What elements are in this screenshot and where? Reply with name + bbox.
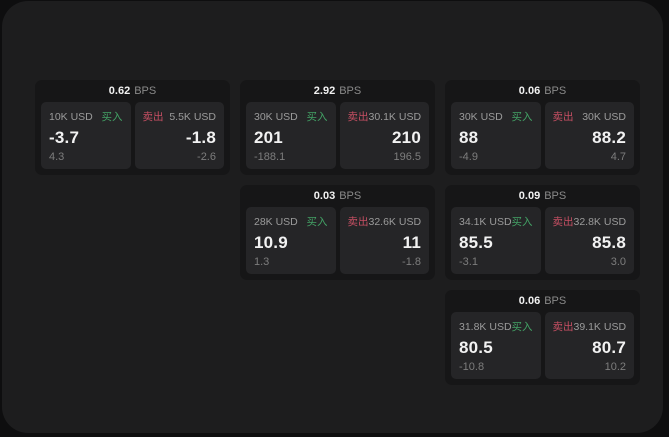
quote-body: 10K USD 买入 -3.7 4.3 卖出 5.5K USD -1.8 -2.… [35, 102, 230, 175]
bps-value: 0.09 [518, 190, 541, 202]
buy-delta: -10.8 [459, 361, 485, 373]
sell-delta: 4.7 [610, 151, 626, 163]
buy-amount: 28K USD [254, 215, 298, 228]
buy-delta: 4.3 [49, 151, 65, 163]
bps-unit: BPS [339, 190, 362, 202]
quote-body: 31.8K USD 买入 80.5 -10.8 卖出 39.1K USD 80.… [445, 312, 640, 385]
quote-grid: 0.62 BPS 10K USD 买入 -3.7 4.3 卖出 5.5K USD [35, 80, 640, 385]
buy-amount: 10K USD [49, 110, 93, 123]
buy-delta: -4.9 [459, 151, 478, 163]
sell-price: -1.8 [185, 128, 216, 147]
sell-panel[interactable]: 卖出 32.6K USD 11 -1.8 [339, 207, 429, 274]
sell-delta: 196.5 [393, 151, 421, 163]
bps-value: 2.92 [313, 85, 336, 97]
bps-value: 0.06 [518, 295, 541, 307]
buy-delta: -188.1 [254, 151, 286, 163]
buy-panel[interactable]: 28K USD 买入 10.9 1.3 [246, 207, 336, 274]
sell-side-label: 卖出 [347, 111, 369, 123]
bps-header: 0.06 BPS [445, 80, 640, 102]
sell-side-label: 卖出 [552, 321, 574, 333]
quote-body: 34.1K USD 买入 85.5 -3.1 卖出 32.8K USD 85.8… [445, 207, 640, 280]
buy-panel[interactable]: 30K USD 买入 201 -188.1 [246, 102, 336, 169]
bps-header: 0.03 BPS [240, 185, 435, 207]
sell-side-label: 卖出 [552, 111, 574, 123]
quote-body: 30K USD 买入 201 -188.1 卖出 30.1K USD 210 1… [240, 102, 435, 175]
sell-panel[interactable]: 卖出 39.1K USD 80.7 10.2 [544, 312, 634, 379]
sell-side-label: 卖出 [552, 216, 574, 228]
sell-amount: 32.6K USD [368, 215, 422, 228]
buy-delta: 1.3 [254, 256, 270, 268]
sell-delta: 10.2 [604, 361, 626, 373]
sell-panel[interactable]: 卖出 32.8K USD 85.8 3.0 [544, 207, 634, 274]
buy-side-label: 买入 [101, 111, 123, 123]
bps-value: 0.06 [518, 85, 541, 97]
sell-price: 85.8 [592, 233, 626, 252]
sell-side-label: 卖出 [142, 111, 164, 123]
buy-amount: 31.8K USD [459, 320, 512, 333]
buy-amount: 30K USD [459, 110, 503, 123]
quote-card: 0.09 BPS 34.1K USD 买入 85.5 -3.1 卖出 32.8K… [445, 185, 640, 280]
buy-panel[interactable]: 34.1K USD 买入 85.5 -3.1 [451, 207, 541, 274]
buy-price: 88 [459, 128, 479, 147]
bps-header: 0.06 BPS [445, 290, 640, 312]
sell-price: 88.2 [592, 128, 626, 147]
bps-value: 0.62 [108, 85, 131, 97]
buy-panel[interactable]: 10K USD 买入 -3.7 4.3 [41, 102, 131, 169]
buy-side-label: 买入 [306, 111, 328, 123]
buy-price: 10.9 [254, 233, 288, 252]
buy-delta: -3.1 [459, 256, 478, 268]
sell-amount: 30.1K USD [368, 110, 422, 123]
buy-amount: 30K USD [254, 110, 298, 123]
sell-panel[interactable]: 卖出 30K USD 88.2 4.7 [544, 102, 634, 169]
sell-panel[interactable]: 卖出 5.5K USD -1.8 -2.6 [134, 102, 224, 169]
quote-card: 0.62 BPS 10K USD 买入 -3.7 4.3 卖出 5.5K USD [35, 80, 230, 175]
bps-unit: BPS [544, 295, 567, 307]
buy-side-label: 买入 [511, 216, 533, 228]
sell-side-label: 卖出 [347, 216, 369, 228]
bps-unit: BPS [339, 85, 362, 97]
sell-price: 80.7 [592, 338, 626, 357]
bps-unit: BPS [544, 190, 567, 202]
buy-side-label: 买入 [511, 111, 533, 123]
bps-value: 0.03 [313, 190, 336, 202]
quote-card: 0.03 BPS 28K USD 买入 10.9 1.3 卖出 32.6K US… [240, 185, 435, 280]
main-panel: 0.62 BPS 10K USD 买入 -3.7 4.3 卖出 5.5K USD [2, 1, 663, 433]
buy-side-label: 买入 [306, 216, 328, 228]
sell-amount: 30K USD [582, 110, 626, 123]
sell-delta: -1.8 [402, 256, 421, 268]
bps-header: 0.09 BPS [445, 185, 640, 207]
buy-price: -3.7 [49, 128, 80, 147]
buy-price: 85.5 [459, 233, 493, 252]
bps-unit: BPS [544, 85, 567, 97]
bps-header: 2.92 BPS [240, 80, 435, 102]
buy-panel[interactable]: 31.8K USD 买入 80.5 -10.8 [451, 312, 541, 379]
bps-unit: BPS [134, 85, 157, 97]
sell-amount: 5.5K USD [169, 110, 216, 123]
buy-price: 201 [254, 128, 283, 147]
sell-amount: 39.1K USD [573, 320, 627, 333]
sell-price: 210 [392, 128, 421, 147]
sell-delta: 3.0 [610, 256, 626, 268]
quote-body: 28K USD 买入 10.9 1.3 卖出 32.6K USD 11 -1.8 [240, 207, 435, 280]
buy-amount: 34.1K USD [459, 215, 512, 228]
sell-delta: -2.6 [197, 151, 216, 163]
quote-body: 30K USD 买入 88 -4.9 卖出 30K USD 88.2 4.7 [445, 102, 640, 175]
quote-card: 0.06 BPS 31.8K USD 买入 80.5 -10.8 卖出 39.1… [445, 290, 640, 385]
quote-card: 2.92 BPS 30K USD 买入 201 -188.1 卖出 30.1K … [240, 80, 435, 175]
buy-side-label: 买入 [511, 321, 533, 333]
buy-price: 80.5 [459, 338, 493, 357]
quote-card: 0.06 BPS 30K USD 买入 88 -4.9 卖出 30K USD [445, 80, 640, 175]
buy-panel[interactable]: 30K USD 买入 88 -4.9 [451, 102, 541, 169]
sell-panel[interactable]: 卖出 30.1K USD 210 196.5 [339, 102, 429, 169]
sell-price: 11 [402, 233, 421, 252]
bps-header: 0.62 BPS [35, 80, 230, 102]
sell-amount: 32.8K USD [573, 215, 627, 228]
